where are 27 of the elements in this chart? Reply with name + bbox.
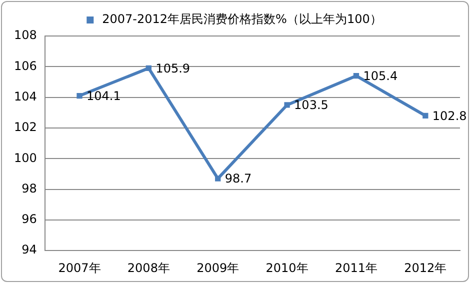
legend-label: 2007-2012年居民消费价格指数%（以上年为100） [102, 12, 382, 26]
x-tick-label: 2008年 [127, 260, 170, 275]
point [146, 65, 152, 72]
x-tick-label: 2011年 [334, 260, 378, 275]
point [284, 102, 290, 108]
y-tick-label: 104 [14, 89, 37, 104]
point [215, 176, 221, 182]
data-label: 98.7 [224, 172, 252, 186]
x-tick-label: 2010年 [266, 260, 308, 275]
point [422, 112, 428, 119]
x-tick-label: 2007年 [58, 260, 101, 275]
y-tick-label: 98 [22, 181, 37, 196]
data-label: 105.9 [156, 61, 190, 76]
y-tick-label: 108 [14, 28, 37, 42]
x-tick-label: 2009年 [196, 260, 240, 275]
y-tick-label: 96 [22, 212, 37, 226]
data-label: 102.8 [432, 108, 467, 123]
y-tick-label: 106 [14, 58, 37, 73]
point [76, 92, 82, 99]
y-tick-label: 94 [22, 242, 37, 257]
data-label: 103.5 [294, 98, 328, 112]
point [353, 73, 360, 79]
x-tick-label: 2012年 [404, 260, 447, 275]
data-label: 105.4 [363, 68, 398, 83]
data-label: 104.1 [86, 88, 121, 103]
y-tick-label: 102 [14, 120, 37, 134]
y-tick-label: 100 [14, 150, 37, 165]
